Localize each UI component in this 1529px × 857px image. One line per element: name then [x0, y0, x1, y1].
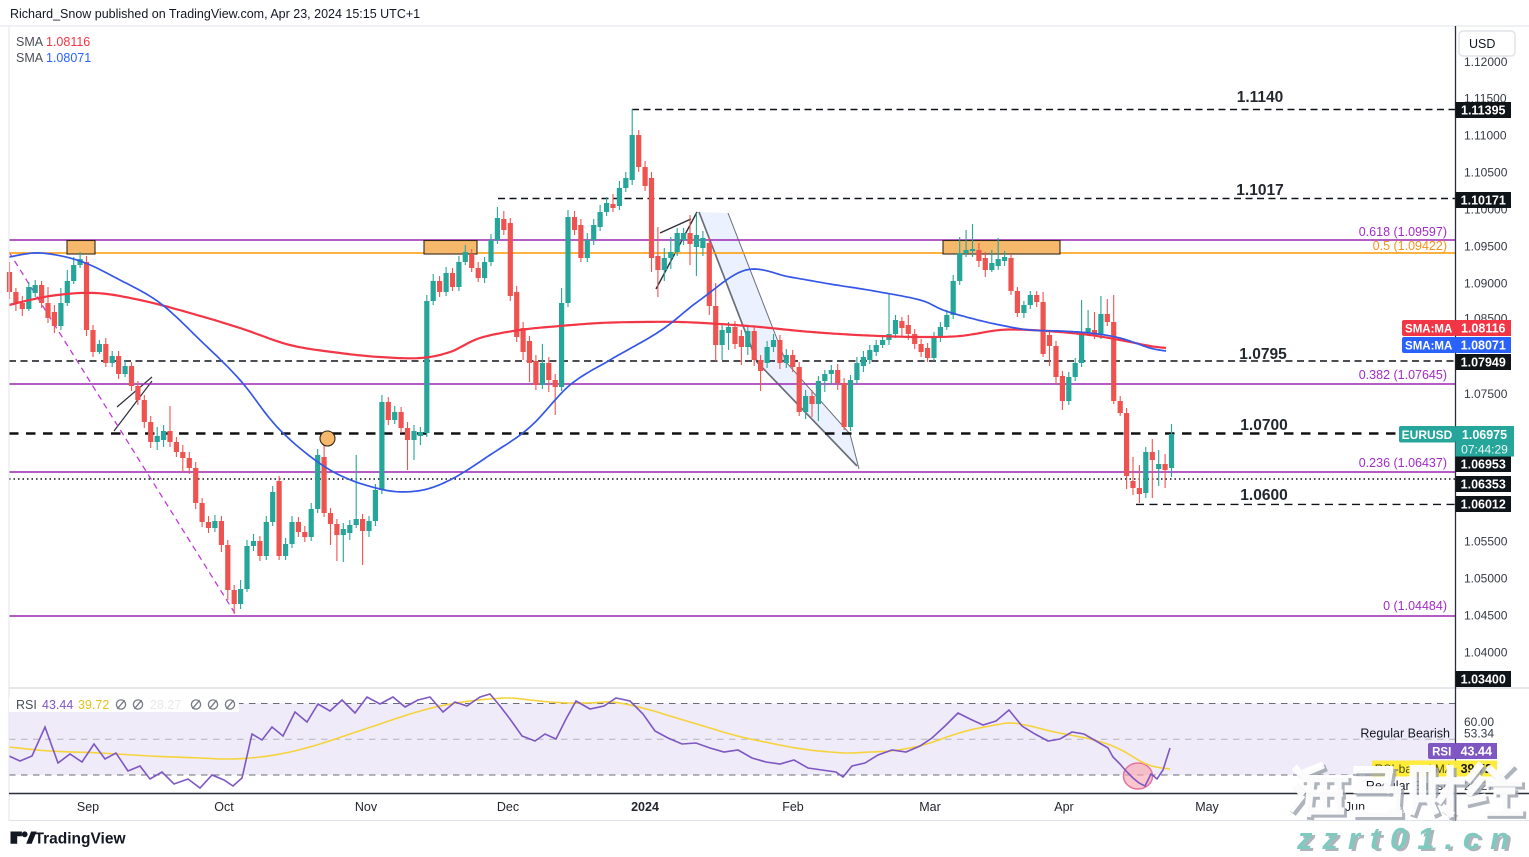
svg-text:RSI: RSI: [16, 698, 37, 712]
svg-text:1.12000: 1.12000: [1464, 55, 1508, 69]
svg-text:USD: USD: [1469, 37, 1495, 51]
svg-text:2024: 2024: [631, 800, 659, 814]
svg-text:1.08116: 1.08116: [1461, 321, 1506, 335]
svg-text:1.07949: 1.07949: [1461, 355, 1506, 369]
svg-text:1.06353: 1.06353: [1461, 477, 1506, 491]
svg-text:1.08116: 1.08116: [46, 35, 90, 49]
svg-text:RSI: RSI: [1432, 746, 1451, 758]
svg-text:SMA: SMA: [16, 51, 44, 65]
svg-text:1.09000: 1.09000: [1464, 276, 1508, 290]
svg-text:07:44:29: 07:44:29: [1461, 443, 1508, 457]
svg-text:1.0700: 1.0700: [1240, 417, 1287, 434]
svg-text:1.04500: 1.04500: [1464, 608, 1508, 622]
svg-text:1.11000: 1.11000: [1464, 129, 1507, 143]
svg-text:EURUSD: EURUSD: [1402, 428, 1453, 442]
svg-text:43.44: 43.44: [1461, 744, 1492, 758]
svg-text:0 (1.04484): 0 (1.04484): [1383, 599, 1447, 613]
svg-text:TradingView: TradingView: [35, 831, 127, 848]
svg-text:Mar: Mar: [919, 800, 941, 814]
svg-text:1.05500: 1.05500: [1464, 535, 1508, 549]
svg-text:Sep: Sep: [77, 800, 99, 814]
svg-text:SMA:MA: SMA:MA: [1405, 323, 1452, 335]
svg-text:1.11395: 1.11395: [1461, 103, 1506, 117]
svg-text:SMA: SMA: [16, 35, 44, 49]
svg-text:Apr: Apr: [1054, 800, 1073, 814]
svg-text:0.618 (1.09597): 0.618 (1.09597): [1359, 225, 1447, 239]
svg-text:1.1017: 1.1017: [1236, 182, 1283, 199]
svg-text:1.06012: 1.06012: [1461, 497, 1506, 511]
svg-text:Feb: Feb: [782, 800, 804, 814]
svg-text:1.05000: 1.05000: [1464, 572, 1508, 586]
svg-text:zzrt01.cn: zzrt01.cn: [1296, 821, 1519, 856]
svg-text:1.04000: 1.04000: [1464, 645, 1508, 659]
svg-text:1.06953: 1.06953: [1461, 457, 1506, 471]
svg-text:1.08071: 1.08071: [46, 51, 91, 65]
svg-text:43.44: 43.44: [42, 698, 73, 712]
svg-text:1.08071: 1.08071: [1461, 338, 1506, 352]
svg-text:Regular Bearish: Regular Bearish: [1360, 726, 1450, 740]
svg-text:May: May: [1195, 800, 1219, 814]
svg-text:Nov: Nov: [355, 800, 378, 814]
svg-text:SMA:MA: SMA:MA: [1405, 340, 1452, 352]
svg-text:Dec: Dec: [497, 800, 519, 814]
svg-text:28.27: 28.27: [150, 698, 181, 712]
svg-text:0.236 (1.06437): 0.236 (1.06437): [1359, 456, 1447, 470]
svg-text:1.10171: 1.10171: [1461, 193, 1506, 207]
svg-text:Oct: Oct: [214, 800, 234, 814]
svg-text:53.34: 53.34: [1464, 726, 1494, 740]
svg-text:1.03400: 1.03400: [1461, 672, 1506, 686]
svg-text:1.09500: 1.09500: [1464, 239, 1508, 253]
svg-text:1.0795: 1.0795: [1239, 346, 1287, 363]
svg-text:0.382 (1.07645): 0.382 (1.07645): [1359, 368, 1447, 382]
svg-text:1.10500: 1.10500: [1464, 166, 1508, 180]
svg-text:60.00: 60.00: [1464, 715, 1494, 729]
svg-text:1.07500: 1.07500: [1464, 387, 1508, 401]
svg-text:Richard_Snow published on Trad: Richard_Snow published on TradingView.co…: [10, 7, 420, 21]
svg-text:1.1140: 1.1140: [1237, 89, 1284, 106]
svg-text:0.5 (1.09422): 0.5 (1.09422): [1373, 239, 1447, 253]
svg-text:zzrt01.cn: zzrt01.cn: [1299, 823, 1522, 857]
svg-text:1.0600: 1.0600: [1240, 487, 1287, 504]
svg-text:39.72: 39.72: [78, 698, 109, 712]
svg-text:1.06975: 1.06975: [1462, 428, 1507, 442]
